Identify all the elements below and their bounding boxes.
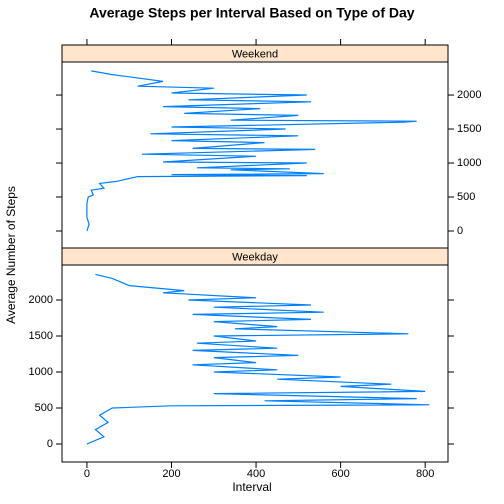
- y-tick-label: 500: [457, 191, 475, 203]
- x-tick-label: 600: [331, 468, 349, 480]
- y-tick-label: 1000: [29, 366, 53, 378]
- x-tick-label: 400: [247, 468, 265, 480]
- panel-frame: [61, 61, 449, 249]
- data-line: [86, 273, 430, 445]
- x-tick-label: 200: [162, 468, 180, 480]
- x-tick-label: 0: [84, 468, 90, 480]
- strip-label: Weekday: [232, 251, 278, 263]
- y-tick-label: 0: [457, 225, 463, 237]
- y-tick-label: 500: [35, 402, 53, 414]
- data-line: [86, 70, 417, 232]
- y-tick-label: 0: [47, 438, 53, 450]
- y-tick-label: 2000: [457, 89, 481, 101]
- x-axis-label: Interval: [232, 480, 271, 494]
- y-tick-label: 2000: [29, 294, 53, 306]
- y-axis-label: Average Number of Steps: [4, 186, 18, 324]
- y-tick-label: 1500: [457, 123, 481, 135]
- x-tick-label: 800: [416, 468, 434, 480]
- y-tick-label: 1000: [457, 157, 481, 169]
- chart-title: Average Steps per Interval Based on Type…: [89, 5, 414, 21]
- panel-frame: [61, 264, 449, 463]
- y-tick-label: 1500: [29, 330, 53, 342]
- strip-label: Weekend: [232, 48, 278, 60]
